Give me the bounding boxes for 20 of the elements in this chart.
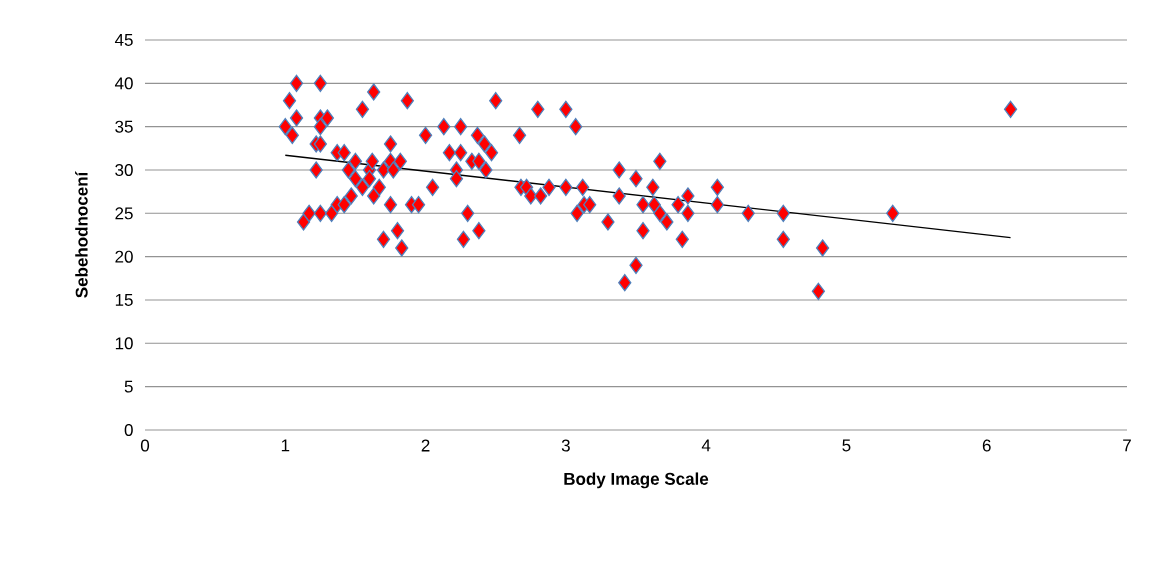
y-tick-label: 30 bbox=[115, 163, 133, 177]
x-tick-label: 4 bbox=[701, 439, 711, 452]
y-tick-label: 35 bbox=[115, 120, 133, 133]
y-tick-label: 45 bbox=[114, 34, 133, 46]
x-tick-label: 5 bbox=[842, 439, 851, 452]
x-tick-label: 1 bbox=[281, 439, 290, 452]
y-tick-label: 25 bbox=[115, 207, 133, 220]
y-axis-title: Sebehodnocení bbox=[75, 171, 88, 298]
y-tick-label: 5 bbox=[124, 380, 133, 393]
x-tick-label: 2 bbox=[421, 439, 430, 452]
y-tick-label: 20 bbox=[115, 250, 133, 263]
x-axis-title: Body Image Scale bbox=[564, 472, 709, 489]
x-tick-label: 6 bbox=[982, 439, 991, 452]
x-tick-label: 7 bbox=[1123, 439, 1131, 452]
y-tick-label: 0 bbox=[124, 423, 133, 437]
y-tick-label: 40 bbox=[114, 77, 133, 90]
x-tick-label: 3 bbox=[561, 439, 570, 452]
y-tick-label: 15 bbox=[115, 294, 133, 306]
y-tick-label: 10 bbox=[115, 337, 133, 350]
x-tick-label: 0 bbox=[140, 439, 150, 452]
